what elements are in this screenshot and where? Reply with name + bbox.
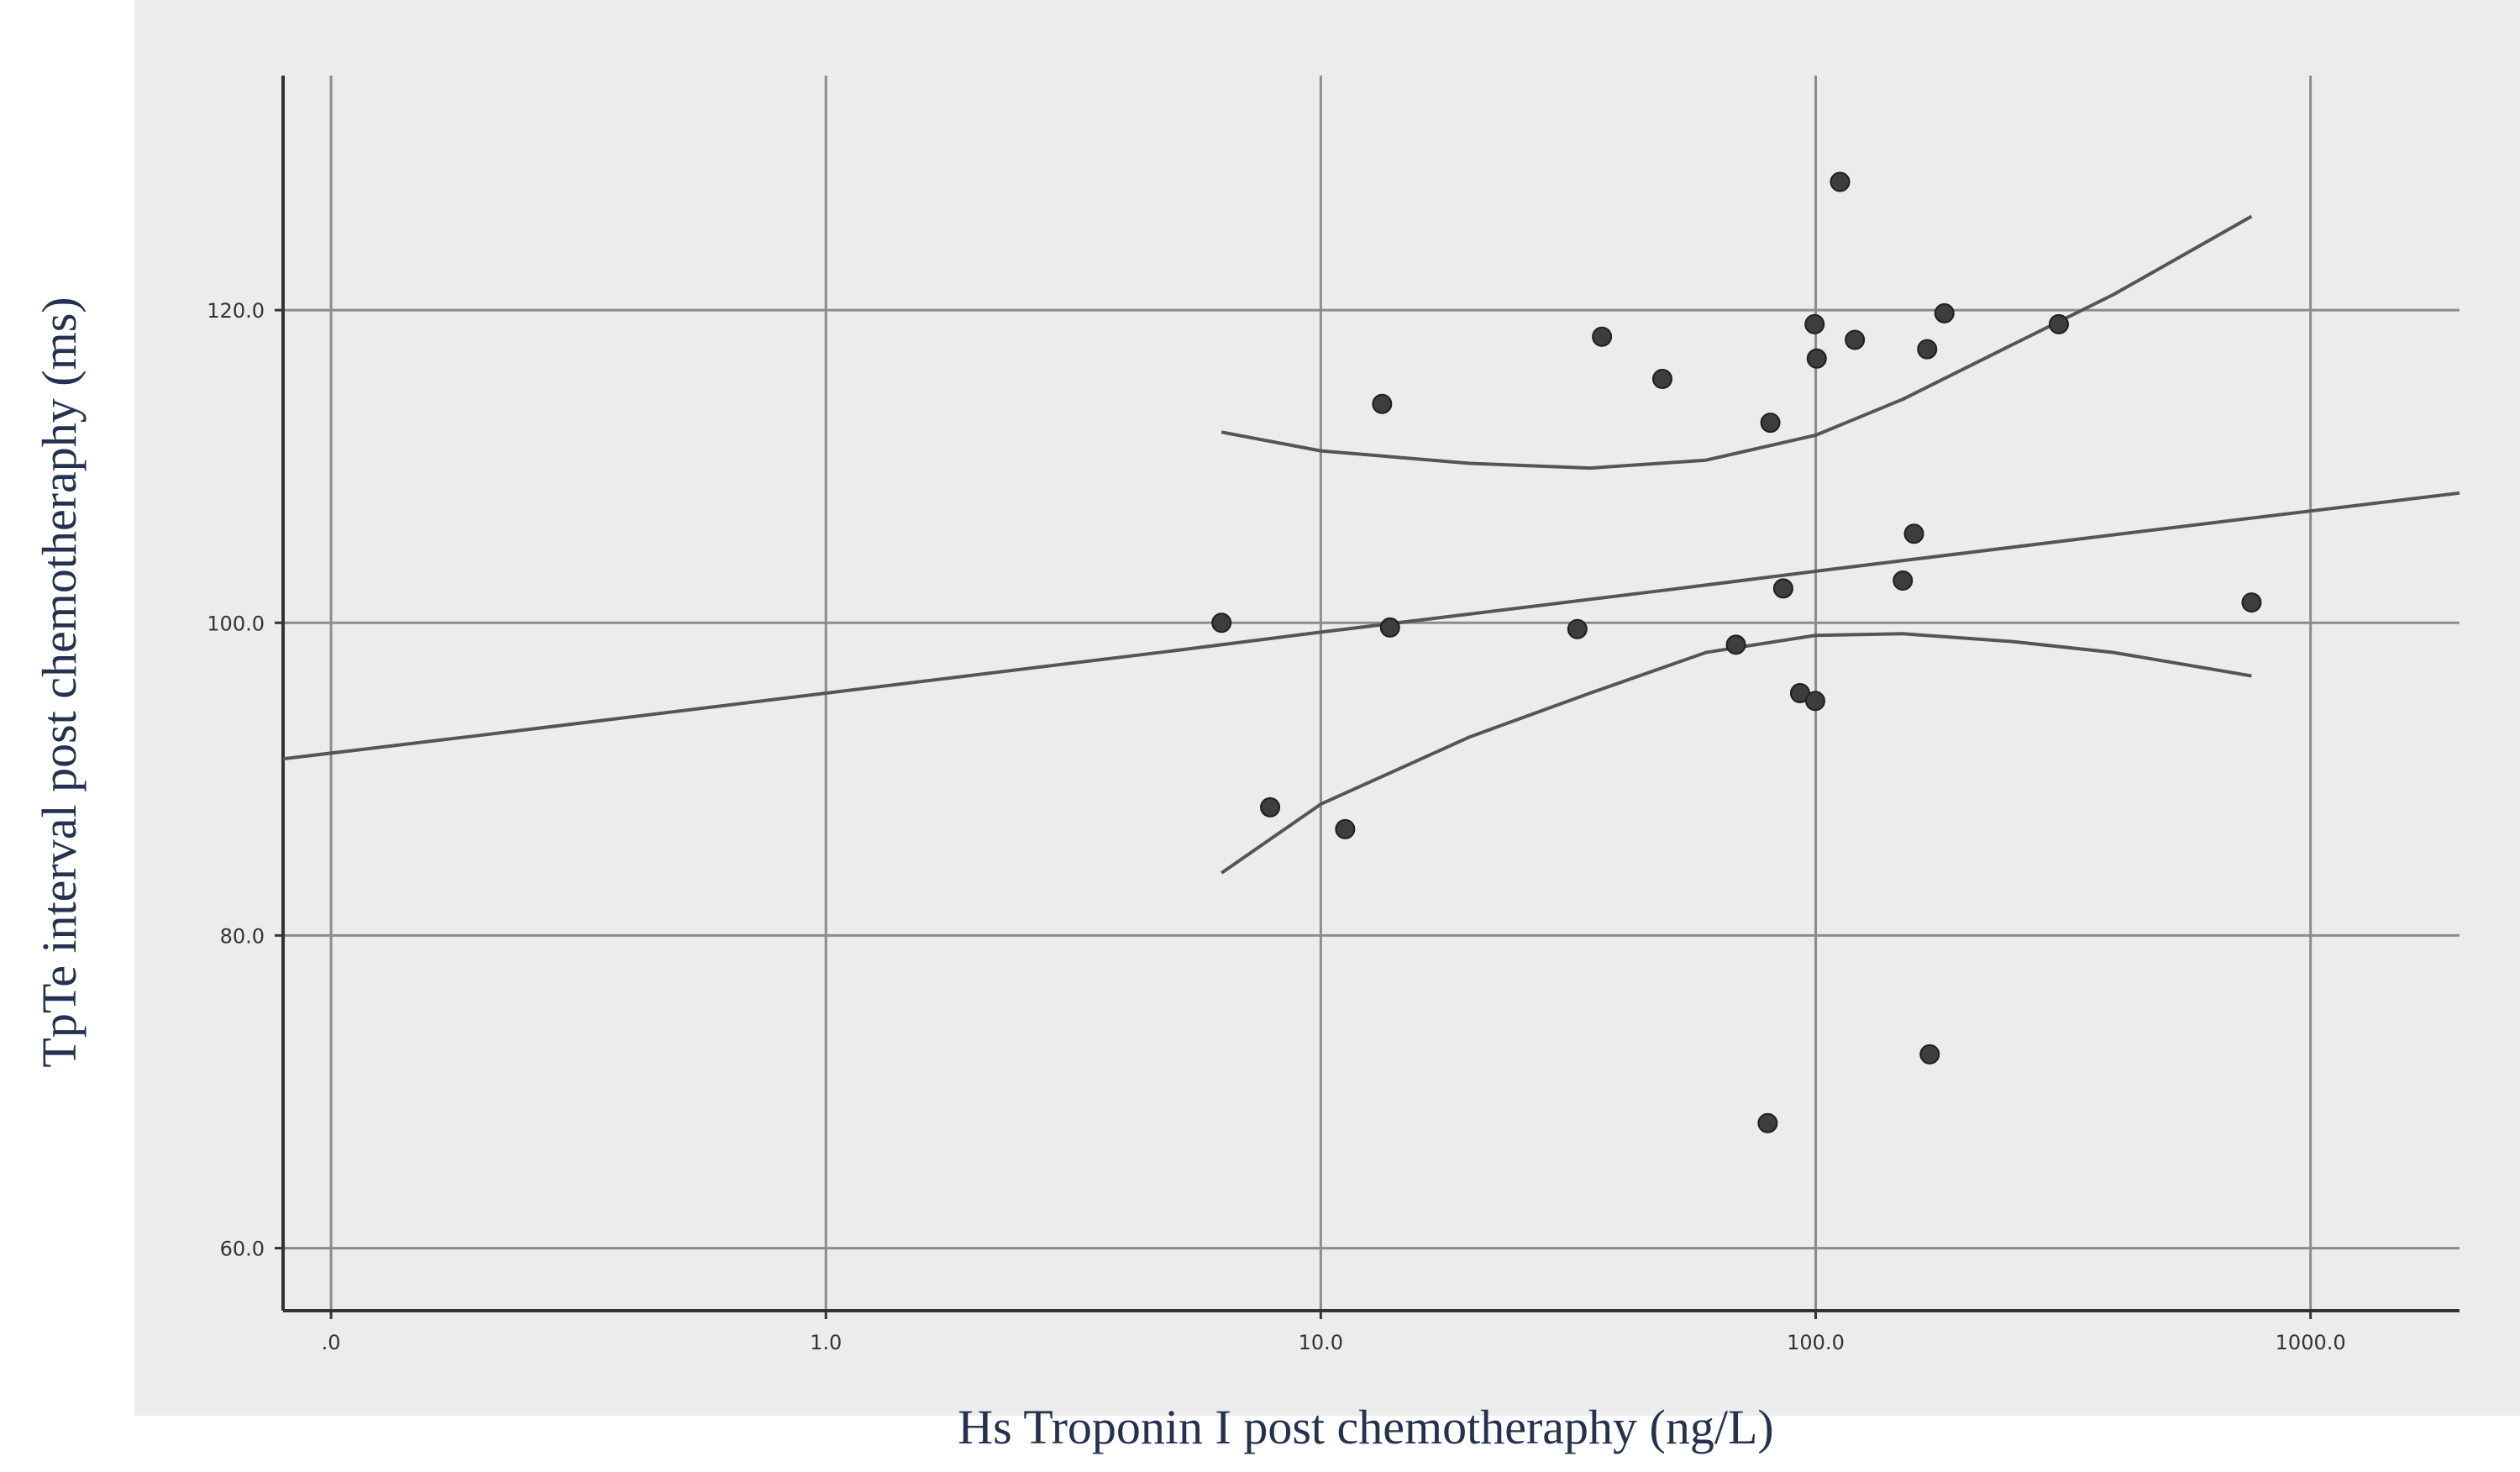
y-tick-label-0: 60.0 xyxy=(220,1238,265,1261)
data-point-21 xyxy=(1919,1044,1940,1065)
chart-background xyxy=(134,0,2520,1416)
data-point-10 xyxy=(1760,413,1781,434)
y-tick-label-3: 120.0 xyxy=(207,299,265,323)
data-point-5 xyxy=(1567,618,1588,639)
data-point-13 xyxy=(1804,313,1825,334)
data-point-14 xyxy=(1804,691,1825,712)
data-point-11 xyxy=(1772,578,1793,599)
axes xyxy=(275,76,2460,1319)
data-point-8 xyxy=(1725,634,1746,655)
tick-labels: .0 1.0 10.0 100.0 1000.0 60.0 80.0 100.0 120.0 xyxy=(207,299,2345,1354)
x-tick-label-4: 1000.0 xyxy=(2276,1331,2346,1354)
data-point-22 xyxy=(1934,302,1955,323)
x-tick-label-2: 10.0 xyxy=(1299,1331,1343,1354)
data-point-2 xyxy=(1335,818,1356,839)
x-axis-title: Hs Troponin I post chemotheraphy (ng/L) xyxy=(958,1400,1773,1454)
data-point-1 xyxy=(1260,796,1281,817)
data-point-4 xyxy=(1379,617,1400,638)
data-point-18 xyxy=(1893,570,1914,591)
gridlines xyxy=(283,76,2460,1311)
data-point-16 xyxy=(1830,171,1851,192)
confidence-band-lower xyxy=(1221,632,2252,875)
x-tick-label-3: 100.0 xyxy=(1787,1331,1845,1354)
data-point-19 xyxy=(1903,523,1924,544)
x-tick-label-1: 1.0 xyxy=(810,1331,842,1354)
x-tick-label-0: .0 xyxy=(322,1331,341,1354)
data-point-0 xyxy=(1211,612,1232,633)
data-point-9 xyxy=(1757,1112,1778,1133)
data-point-3 xyxy=(1372,393,1393,414)
data-point-24 xyxy=(2241,592,2262,613)
y-axis-title: TpTe interval post chemotheraphy (ms) xyxy=(32,297,87,1067)
data-point-7 xyxy=(1651,368,1672,389)
data-points xyxy=(1211,171,2262,1133)
y-tick-label-2: 100.0 xyxy=(207,612,265,635)
y-tick-label-1: 80.0 xyxy=(220,924,265,948)
data-point-6 xyxy=(1592,326,1613,347)
data-point-15 xyxy=(1806,348,1827,369)
data-point-17 xyxy=(1845,329,1866,350)
data-point-20 xyxy=(1917,339,1938,360)
regression-line xyxy=(282,491,2460,761)
data-point-23 xyxy=(2048,313,2069,334)
